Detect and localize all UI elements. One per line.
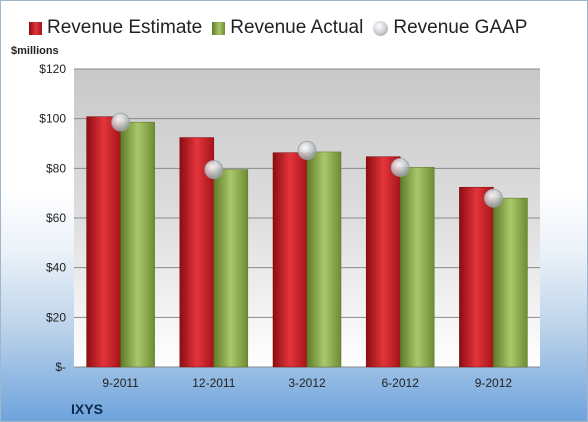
marker-revenue-gaap	[297, 141, 317, 160]
y-tick-label: $80	[46, 161, 66, 175]
bar-revenue-actual	[399, 167, 435, 368]
bar-revenue-estimate	[459, 186, 494, 368]
bar-revenue-actual	[493, 197, 528, 368]
bar-revenue-estimate	[272, 152, 308, 368]
y-tick-label: $100	[39, 112, 66, 126]
y-tick-label: $120	[39, 62, 66, 76]
bar-revenue-actual	[306, 151, 342, 368]
legend-label-actual: Revenue Actual	[230, 17, 364, 38]
legend-item-gaap: Revenue GAAP	[373, 17, 527, 39]
x-tick-label: 3-2012	[288, 376, 326, 390]
bar-revenue-estimate	[86, 116, 121, 368]
marker-revenue-gaap	[390, 157, 410, 177]
bar-revenue-actual	[213, 169, 249, 368]
y-axis-unit-label: $millions	[11, 45, 59, 57]
legend-label-gaap: Revenue GAAP	[393, 17, 528, 38]
marker-revenue-gaap	[483, 188, 503, 208]
legend-swatch-actual	[212, 21, 226, 35]
y-tick-label: $20	[46, 310, 66, 324]
x-tick-label: 9-2012	[475, 376, 513, 390]
y-tick-label: $60	[46, 211, 66, 225]
marker-revenue-gaap	[204, 160, 224, 179]
x-tick-label: 12-2011	[192, 376, 235, 390]
marker-revenue-gaap	[111, 112, 130, 132]
x-tick-label: 6-2012	[382, 376, 420, 390]
legend-item-estimate: Revenue Estimate	[29, 17, 202, 39]
bar-revenue-actual	[120, 121, 155, 368]
x-tick-label: 9-2011	[102, 376, 139, 390]
company-name: IXYS	[71, 401, 103, 417]
bar-revenue-estimate	[365, 156, 401, 368]
legend: Revenue Estimate Revenue Actual Revenue …	[29, 17, 537, 39]
y-tick-label: $-	[55, 360, 66, 374]
legend-swatch-gaap	[373, 20, 389, 36]
legend-item-actual: Revenue Actual	[212, 17, 363, 39]
y-tick-label: $40	[46, 261, 66, 275]
legend-swatch-estimate	[29, 21, 42, 35]
legend-label-estimate: Revenue Estimate	[47, 17, 203, 38]
